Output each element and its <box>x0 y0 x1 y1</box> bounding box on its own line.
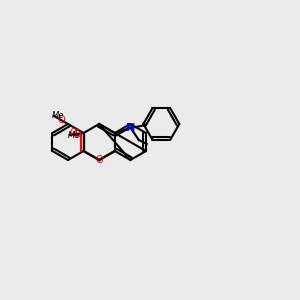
Text: O: O <box>74 129 81 139</box>
Text: O: O <box>95 155 103 165</box>
Text: O: O <box>58 116 65 125</box>
Text: Me: Me <box>52 110 64 119</box>
Text: N: N <box>126 123 135 133</box>
Text: O: O <box>70 128 78 138</box>
Text: Me: Me <box>68 130 80 140</box>
